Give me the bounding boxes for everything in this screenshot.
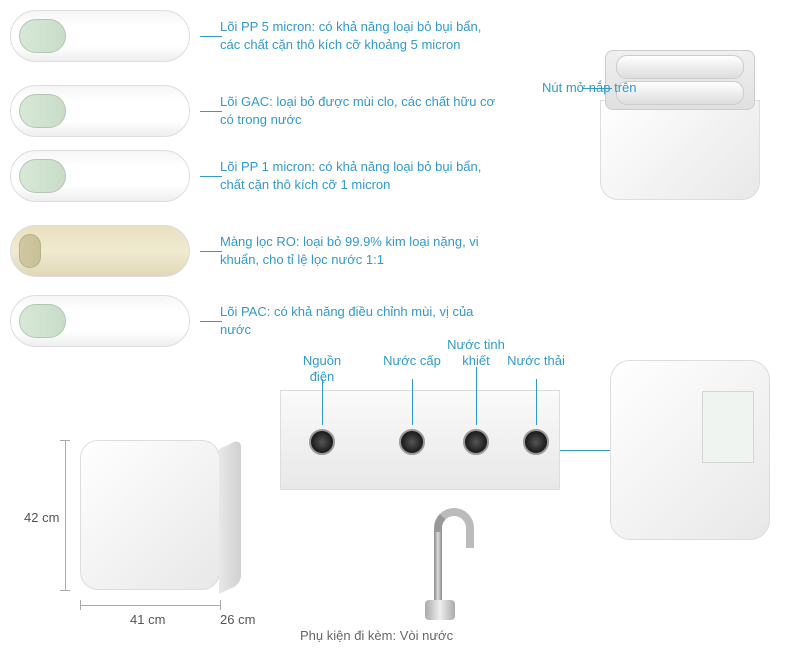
- filter-desc: Màng lọc RO: loại bỏ 99.9% kim loại nặng…: [220, 233, 500, 269]
- dim-line-h: [65, 440, 66, 590]
- filter-image: [10, 10, 190, 62]
- leader-line: [412, 379, 413, 425]
- faucet-accessory: [390, 490, 490, 640]
- dimensions-view: 42 cm 41 cm 26 cm: [30, 440, 260, 640]
- leader-line: [200, 176, 222, 177]
- leader-line: [200, 321, 222, 322]
- filter-image: [10, 85, 190, 137]
- dim-tick: [60, 590, 70, 591]
- filter-desc: Lõi GAC: loại bỏ được mùi clo, các chất …: [220, 93, 500, 129]
- port-supply: [399, 429, 425, 455]
- port-label-waste: Nước thải: [506, 353, 566, 369]
- filter-image: [10, 295, 190, 347]
- port-waste: [523, 429, 549, 455]
- filter-image-ro: [10, 225, 190, 277]
- leader-line: [200, 111, 222, 112]
- filter-row-ro: Màng lọc RO: loại bỏ 99.9% kim loại nặng…: [10, 225, 500, 277]
- filter-row-gac: Lõi GAC: loại bỏ được mùi clo, các chất …: [10, 85, 500, 137]
- leader-line: [582, 88, 612, 89]
- port-label-power: Nguồn điện: [292, 353, 352, 384]
- port-label-supply: Nước cấp: [382, 353, 442, 369]
- faucet-stem: [434, 532, 442, 602]
- device-base: [600, 100, 760, 200]
- leader-line: [200, 251, 222, 252]
- port-power: [309, 429, 335, 455]
- ports-panel: Nguồn điện Nước cấp Nước tinh khiết Nước…: [280, 390, 560, 490]
- device-open-view: Nút mở nắp trên: [590, 20, 770, 200]
- dim-width: 41 cm: [130, 612, 165, 627]
- dim-tick: [60, 440, 70, 441]
- leader-line: [322, 379, 323, 425]
- filter-image: [10, 150, 190, 202]
- leader-line: [560, 450, 610, 451]
- dim-depth: 26 cm: [220, 612, 255, 627]
- port-label-purified: Nước tinh khiết: [446, 337, 506, 368]
- port-purified: [463, 429, 489, 455]
- accessory-label: Phụ kiện đi kèm: Vòi nước: [300, 628, 453, 643]
- leader-line: [536, 379, 537, 425]
- device-back-view: [610, 360, 770, 540]
- dim-tick: [220, 600, 221, 610]
- faucet-base: [425, 600, 455, 620]
- dim-tick: [80, 600, 81, 610]
- dim-height: 42 cm: [24, 510, 59, 525]
- filter-desc: Lõi PP 1 micron: có khả năng loại bỏ bụi…: [220, 158, 500, 194]
- filter-row-pp5: Lõi PP 5 micron: có khả năng loại bỏ bụi…: [10, 10, 500, 62]
- leader-line: [200, 36, 222, 37]
- leader-line: [476, 367, 477, 425]
- dim-line-w: [80, 605, 220, 606]
- filter-row-pac: Lõi PAC: có khả năng điều chỉnh mùi, vị …: [10, 295, 500, 347]
- device-front: [80, 440, 220, 590]
- filter-desc: Lõi PAC: có khả năng điều chỉnh mùi, vị …: [220, 303, 500, 339]
- filter-desc: Lõi PP 5 micron: có khả năng loại bỏ bụi…: [220, 18, 500, 54]
- filter-row-pp1: Lõi PP 1 micron: có khả năng loại bỏ bụi…: [10, 150, 500, 202]
